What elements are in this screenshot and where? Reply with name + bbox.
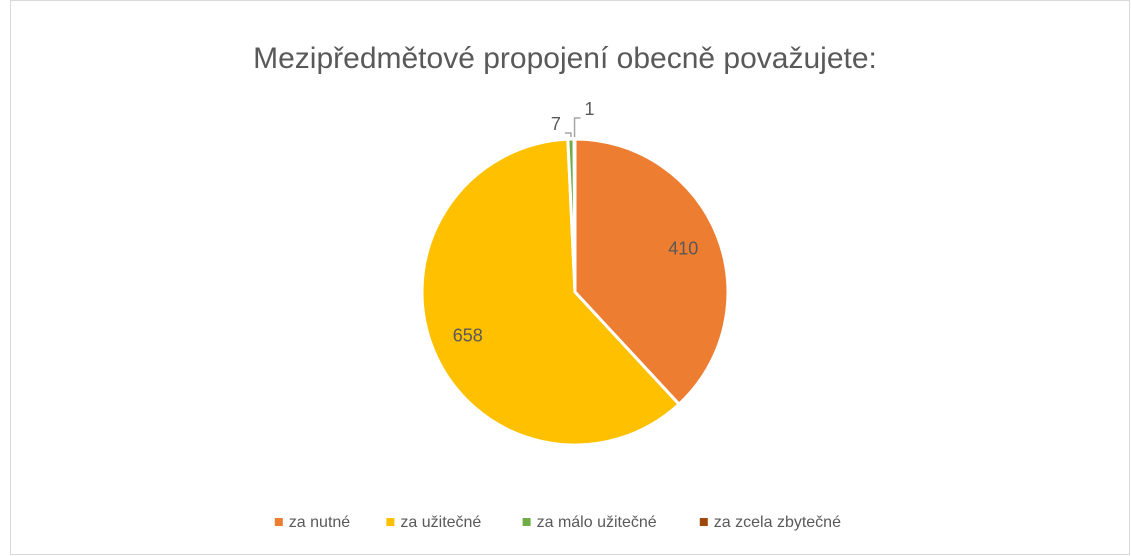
legend-swatch	[522, 518, 531, 526]
pie-slice	[420, 137, 682, 447]
data-label: 658	[453, 326, 483, 346]
data-label: 1	[585, 99, 595, 119]
legend-label: za zcela zbytečné	[714, 514, 841, 531]
legend-label: za užitečné	[400, 514, 481, 531]
legend-label: za málo užitečné	[537, 514, 657, 531]
legend-swatch	[699, 518, 708, 526]
pie-slice	[572, 137, 577, 293]
chart-title: Mezipředmětové propojení obecně považuje…	[253, 42, 877, 75]
leader-line	[573, 117, 581, 138]
pie-slice	[573, 137, 730, 407]
data-label: 410	[668, 238, 698, 258]
legend-swatch	[386, 518, 395, 526]
data-label: 7	[551, 114, 561, 134]
leader-line	[564, 132, 572, 138]
legend-swatch	[274, 518, 283, 526]
legend-label: za nutné	[289, 514, 350, 531]
